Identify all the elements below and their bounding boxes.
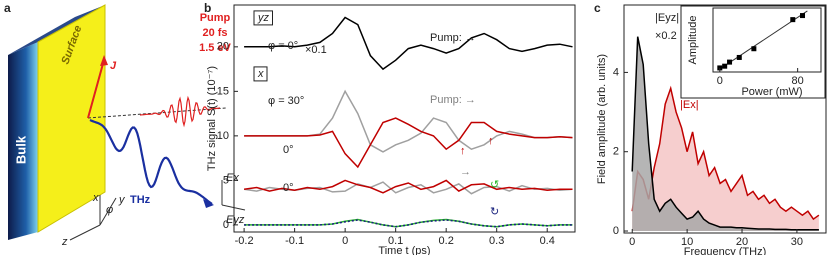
panel-label: c xyxy=(594,1,601,15)
series-line xyxy=(631,85,820,221)
y-axis-label: Field amplitude (arb. units) xyxy=(596,54,608,184)
annotation: ×0.1 xyxy=(305,44,327,56)
x-tick-label: 0.3 xyxy=(489,235,504,247)
thz-arrowhead xyxy=(203,199,214,208)
x-tick-label: 20 xyxy=(736,236,748,248)
annotation-box xyxy=(253,66,268,82)
y-tick-label: 20 xyxy=(217,41,229,53)
annotation: |Eyz| xyxy=(655,12,679,24)
thz-label: THz xyxy=(130,194,151,206)
annotation: |Ex| xyxy=(680,99,699,111)
x-tick-label: 0 xyxy=(629,236,635,248)
annotation: ↑ xyxy=(488,135,494,147)
pump-label: Pump xyxy=(200,12,231,24)
axis-z-label: z xyxy=(61,236,68,248)
series-line xyxy=(244,117,573,169)
x-tick-label: -0.2 xyxy=(235,235,254,247)
y-tick-label: 5 xyxy=(223,174,229,186)
annotation-box xyxy=(253,10,273,26)
axes-frame xyxy=(712,7,822,73)
y-tick-label: 2 xyxy=(613,146,619,158)
panel: c 0 10 20 30 0 2 4 Frequency (THz) Field amplitud… xyxy=(594,1,827,255)
surface-face xyxy=(37,4,106,233)
coordinate-axes xyxy=(69,180,246,241)
series-line xyxy=(631,36,819,231)
annotation: 0° xyxy=(283,182,294,194)
x-axis-label: Power (mW) xyxy=(741,86,802,98)
bulk-label: Bulk xyxy=(13,135,28,164)
x-tick-label: 10 xyxy=(681,236,693,248)
x-tick-label: 0.2 xyxy=(439,235,454,247)
data-point xyxy=(751,46,757,52)
panel-a: a Bulk Surface J Pump 20 fs 1.5 eV THz x… xyxy=(4,1,246,248)
x-tick-label: -0.1 xyxy=(285,235,304,247)
series-area xyxy=(632,88,819,232)
panel-label: b xyxy=(204,1,211,15)
annotation: 0° xyxy=(283,144,294,156)
y-tick-label: 15 xyxy=(217,85,229,97)
plot-area xyxy=(243,16,573,228)
annotation: Pump: → xyxy=(430,94,476,106)
axis-x-label: x xyxy=(92,192,99,204)
x-axis-label: Frequency (THz) xyxy=(684,246,767,255)
x-tick-label: 80 xyxy=(792,75,804,87)
pump-duration: 20 fs xyxy=(202,27,227,39)
series-line xyxy=(244,16,573,71)
inset-background xyxy=(680,5,826,99)
x-tick-label: 0 xyxy=(717,75,723,87)
annotation: → xyxy=(460,166,471,178)
annotation: ↑ xyxy=(460,145,466,157)
plot-area xyxy=(717,10,808,71)
data-point xyxy=(727,59,733,65)
panel-label: a xyxy=(4,1,11,15)
x-tick-label: 0 xyxy=(342,235,348,247)
annotation: φ = 30° xyxy=(268,95,304,107)
plot-area xyxy=(631,36,820,232)
annotation: ↺ xyxy=(490,179,499,191)
y-tick-label: 0 xyxy=(223,219,229,231)
axes-frame xyxy=(623,4,827,234)
annotation: ↻ xyxy=(490,206,499,218)
data-point xyxy=(722,63,728,69)
y-tick-label: 10 xyxy=(217,130,229,142)
y-axis-label: Amplitude xyxy=(687,16,699,65)
bulk-block xyxy=(8,42,38,240)
y-tick-label: 4 xyxy=(613,66,619,78)
axes-frame xyxy=(233,4,576,233)
annotation: φ = 0° xyxy=(268,40,298,52)
pump-energy: 1.5 eV xyxy=(199,42,231,54)
annotation: yz xyxy=(257,12,270,24)
thz-pulse xyxy=(89,119,213,205)
series-area xyxy=(632,36,819,232)
current-label: J xyxy=(110,60,117,72)
annotation: ×0.2 xyxy=(655,30,677,42)
data-point xyxy=(736,54,742,60)
x-tick-label: 0.1 xyxy=(388,235,403,247)
y-axis-label: THz signal S(t) (10⁻⁷) xyxy=(206,66,218,171)
x-tick-label: 0.4 xyxy=(540,235,555,247)
current-arrowhead xyxy=(100,55,108,66)
axis-y-label: y xyxy=(118,194,126,206)
bulk-top xyxy=(8,5,105,55)
series-line xyxy=(243,179,573,194)
annotation: x xyxy=(257,68,264,80)
angle-label: φ xyxy=(106,204,113,216)
data-point xyxy=(790,17,796,23)
field-yz-label: Eyz xyxy=(226,214,245,226)
panel: b -0.2 -0.1 0 0.1 0.2 0.3 0.4 0 5 10 15 20 Time t (ps… xyxy=(204,1,576,255)
x-tick-label: 30 xyxy=(791,236,803,248)
x-axis-label: Time t (ps) xyxy=(378,245,430,255)
data-point xyxy=(800,13,806,19)
current-arrow xyxy=(87,59,105,119)
series-line xyxy=(244,219,573,228)
field-x-label: Ex xyxy=(226,172,239,184)
annotation: Pump: → xyxy=(430,32,476,44)
pump-pulse xyxy=(139,95,221,128)
data-point xyxy=(717,65,723,71)
y-tick-label: 0 xyxy=(613,225,619,237)
